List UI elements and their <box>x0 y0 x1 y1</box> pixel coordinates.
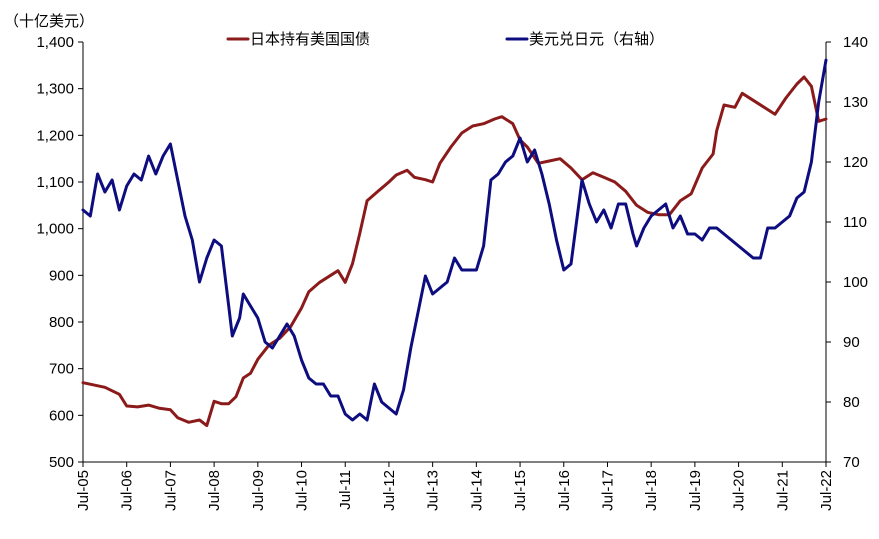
y-right-tick-label: 130 <box>843 94 868 111</box>
x-tick-label: Jul-18 <box>643 470 660 511</box>
legend-label-usdjpy: 美元兑日元（右轴） <box>529 30 664 48</box>
y-axis-right: 70 80 90 100 110 120 130 140 <box>826 34 868 471</box>
x-tick-label: Jul-11 <box>337 470 354 510</box>
x-tick-label: Jul-16 <box>556 470 573 511</box>
x-tick-label: Jul-08 <box>206 470 223 511</box>
y-right-tick-label: 90 <box>843 334 860 351</box>
y-left-tick-label: 1,000 <box>36 221 74 238</box>
x-tick-label: Jul-19 <box>687 470 704 511</box>
x-tick-label: Jul-22 <box>818 470 835 511</box>
y-right-tick-label: 120 <box>843 154 868 171</box>
x-tick-label: Jul-10 <box>294 470 311 511</box>
y-left-tick-label: 1,400 <box>36 34 74 51</box>
x-tick-label: Jul-20 <box>731 470 748 511</box>
series-lines <box>81 58 828 428</box>
series-line-usdjpy <box>81 58 828 422</box>
x-axis: Jul-05 Jul-06 Jul-07 Jul-08 Jul-09 Jul-10 Jul-… <box>75 462 835 511</box>
axes <box>82 42 827 463</box>
y-right-tick-label: 100 <box>843 274 868 291</box>
y-right-tick-label: 80 <box>843 394 860 411</box>
legend-label-jgb-holdings: 日本持有美国国债 <box>250 30 370 48</box>
x-tick-label: Jul-15 <box>512 470 529 511</box>
series-line-jgb-holdings <box>81 75 828 428</box>
y-right-tick-label: 140 <box>843 34 868 51</box>
x-tick-label: Jul-17 <box>599 470 616 511</box>
x-tick-label: Jul-07 <box>162 470 179 511</box>
x-tick-label: Jul-21 <box>774 470 791 511</box>
x-tick-label: Jul-12 <box>381 470 398 511</box>
x-tick-label: Jul-09 <box>250 470 267 511</box>
x-tick-label: Jul-06 <box>119 470 136 511</box>
y-right-tick-label: 110 <box>843 214 867 231</box>
y-left-tick-label: 600 <box>49 407 74 424</box>
y-axis-left: 500 600 700 800 900 1,000 1,100 1,200 1,300 1,400 <box>36 34 83 471</box>
x-tick-label: Jul-05 <box>75 470 92 511</box>
x-tick-label: Jul-13 <box>425 470 442 511</box>
y-right-tick-label: 70 <box>843 454 860 471</box>
y-left-tick-label: 800 <box>49 314 74 331</box>
y-left-tick-label: 1,200 <box>36 127 74 144</box>
y-left-tick-label: 700 <box>49 361 74 378</box>
y-left-tick-label: 1,300 <box>36 81 74 98</box>
y-axis-unit-label: （十亿美元） <box>4 12 94 30</box>
y-left-tick-label: 1,100 <box>36 174 74 191</box>
x-tick-label: Jul-14 <box>468 470 485 511</box>
y-left-tick-label: 500 <box>49 454 74 471</box>
y-left-tick-label: 900 <box>49 267 74 284</box>
legend: 日本持有美国国债 美元兑日元（右轴） <box>226 30 664 48</box>
